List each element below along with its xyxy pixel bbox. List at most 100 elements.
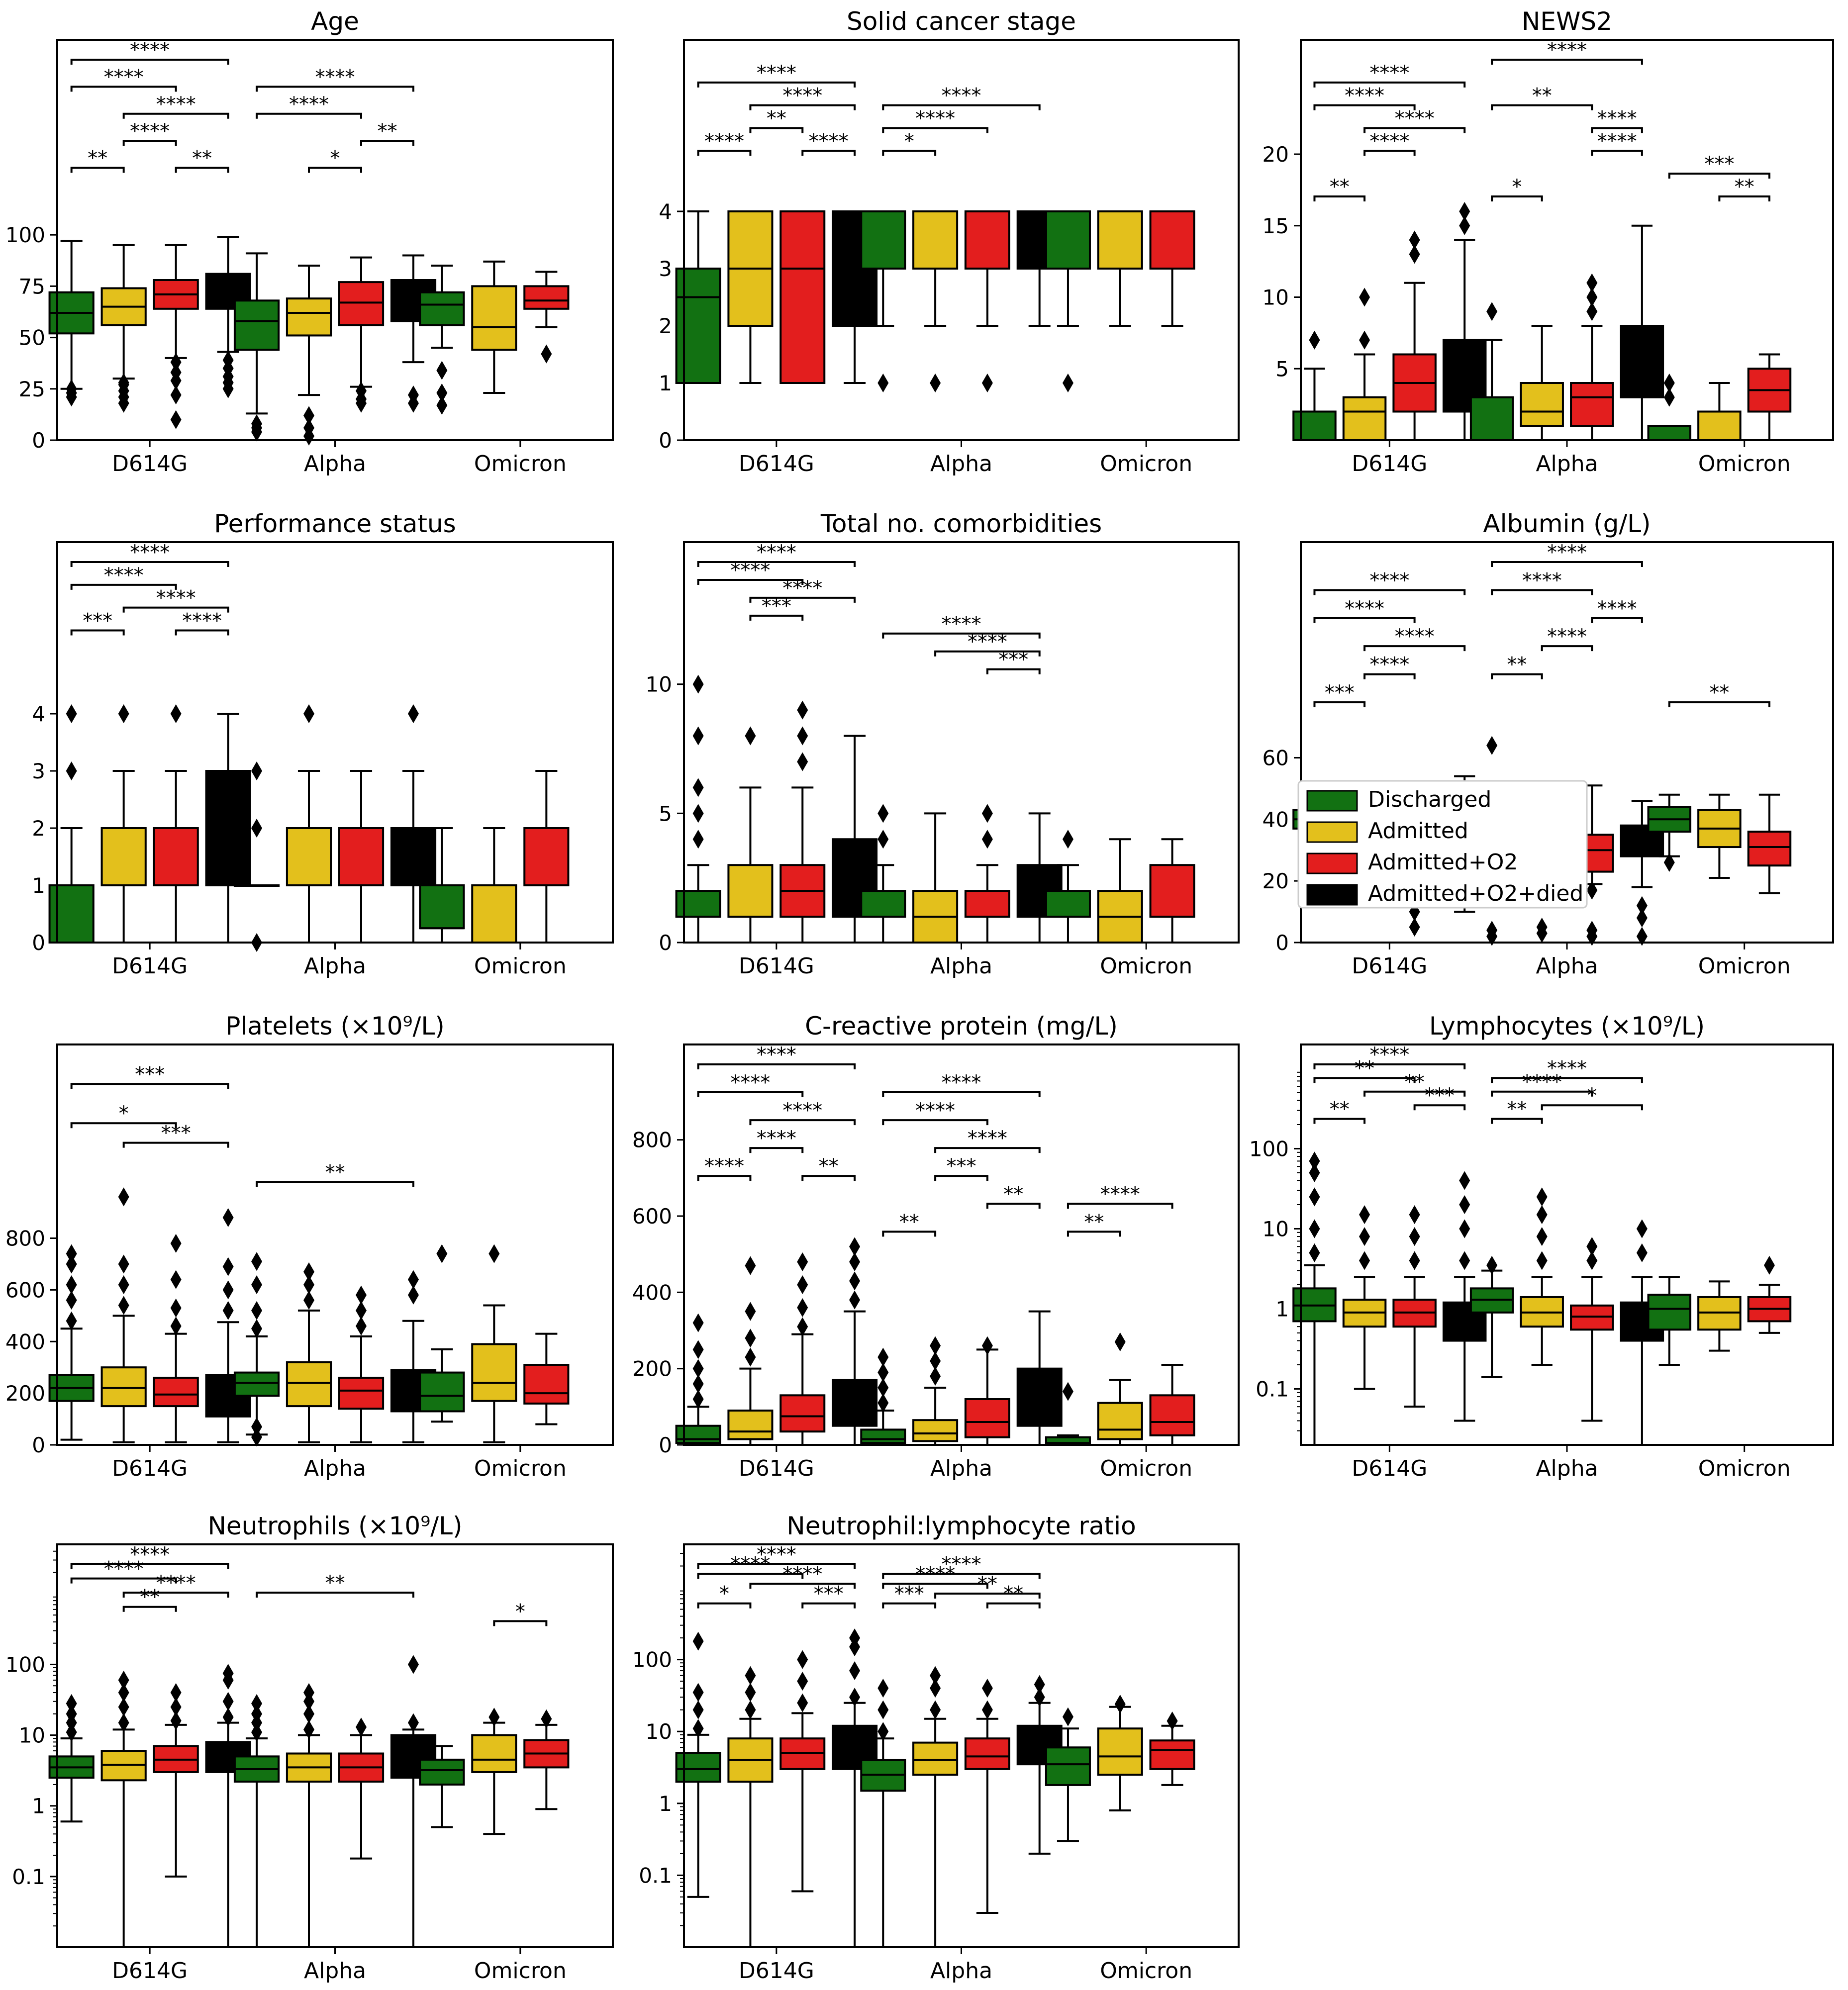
outlier-point (1763, 1255, 1775, 1275)
significance-bracket: **** (882, 1071, 1041, 1098)
significance-bracket: **** (882, 85, 1041, 110)
outlier-point (1536, 918, 1548, 937)
bracket-line (986, 1203, 1041, 1209)
outlier-point (222, 1257, 234, 1276)
significance-label: **** (1547, 541, 1587, 564)
significance-bracket: *** (986, 649, 1041, 674)
significance-bracket: **** (697, 62, 856, 88)
significance-label: **** (104, 1558, 144, 1581)
significance-label: **** (1345, 85, 1384, 107)
box (286, 297, 332, 337)
bracket-line (749, 1583, 856, 1589)
chart-title: Solid cancer stage (847, 7, 1076, 36)
box (523, 827, 570, 886)
significance-label: ** (1532, 85, 1552, 107)
box-group (48, 1694, 95, 1823)
y-tick-label: 600 (632, 1204, 672, 1229)
significance-bracket: ** (801, 1155, 856, 1181)
box (912, 210, 959, 270)
outlier-point (1309, 1219, 1320, 1238)
y-tick-label: 0.1 (12, 1865, 45, 1889)
bracket-line (256, 112, 362, 119)
box (286, 827, 332, 886)
outlier-point (251, 761, 263, 780)
significance-bracket: **** (749, 1563, 856, 1589)
box-group (1045, 830, 1091, 944)
bracket-line (801, 1175, 856, 1181)
significance-label: **** (915, 107, 955, 130)
x-tick-label: D614G (739, 953, 814, 979)
box (1045, 1746, 1091, 1786)
outlier-point (1359, 1227, 1370, 1246)
bracket-line (1491, 59, 1643, 65)
outlier-point (1636, 1219, 1648, 1238)
outlier-point (251, 1252, 263, 1271)
significance-label: **** (730, 559, 770, 582)
significance-label: *** (161, 1122, 191, 1145)
box-group (233, 1694, 280, 1948)
outlier-point (222, 1664, 234, 1683)
significance-label: **** (757, 1043, 796, 1066)
significance-label: *** (894, 1583, 924, 1606)
significance-bracket: * (882, 130, 937, 156)
outlier-point (1536, 1251, 1548, 1270)
outlier-point (877, 1363, 889, 1382)
outlier-point (692, 1340, 704, 1359)
outlier-point (251, 1319, 263, 1338)
outlier-point (930, 1351, 941, 1371)
y-tick-label: 800 (5, 1227, 45, 1251)
bracket-line (1363, 1090, 1466, 1097)
bracket-line (697, 1563, 856, 1569)
box-group (233, 761, 280, 952)
y-tick-label: 50 (19, 326, 45, 350)
significance-label: **** (730, 1071, 770, 1094)
chart-title: Lymphocytes (×10⁹/L) (1429, 1012, 1705, 1041)
bracket-line (1313, 617, 1416, 623)
box (1570, 382, 1614, 427)
y-tick-label: 0 (1275, 931, 1289, 955)
outlier-point (118, 1254, 129, 1274)
bracket-line (697, 1091, 804, 1098)
significance-bracket: *** (122, 1122, 229, 1148)
box-group (727, 1256, 774, 1446)
significance-bracket: **** (697, 559, 804, 585)
chart-panel: Lymphocytes (×10⁹/L) 0.1 1 10 100 D614G Alpha O… (1249, 1012, 1834, 1481)
plot-frame (1300, 1043, 1834, 1446)
outlier-point (797, 1672, 808, 1691)
outlier-point (407, 1713, 419, 1732)
box (727, 1410, 774, 1440)
significance-bracket: **** (697, 1071, 804, 1098)
x-tick-label: Omicron (1698, 953, 1791, 979)
significance-bracket: ** (1313, 1098, 1366, 1124)
box-group (153, 244, 199, 429)
significance-bracket: ** (175, 147, 229, 173)
bracket-line (749, 127, 804, 133)
bracket-line (697, 150, 752, 156)
significance-label: **** (156, 1572, 196, 1595)
y-tick-label: 1 (659, 1792, 672, 1816)
box-group (471, 1707, 517, 1835)
chart-title: Neutrophil:lymphocyte ratio (786, 1512, 1136, 1540)
box-group (912, 210, 959, 392)
outlier-point (692, 1390, 704, 1409)
bracket-line (256, 86, 414, 92)
outlier-point (797, 752, 808, 771)
chart-title: Platelets (×10⁹/L) (225, 1012, 445, 1041)
significance-label: *** (1704, 153, 1734, 176)
outlier-point (1409, 230, 1420, 250)
significance-bracket: **** (1591, 130, 1643, 156)
box-group (205, 713, 251, 944)
bracket-line (1718, 195, 1770, 201)
significance-bracket: **** (70, 564, 177, 590)
x-tick-label: Omicron (1100, 451, 1192, 476)
significance-label: ** (325, 1161, 345, 1184)
significance-bracket: **** (697, 1043, 856, 1069)
outlier-point (930, 374, 941, 392)
legend-frame (1297, 780, 1588, 909)
outlier-point (1536, 1187, 1548, 1207)
box-group (153, 1233, 199, 1443)
significance-bracket: **** (749, 577, 856, 603)
significance-bracket: **** (70, 39, 229, 65)
significance-bracket: *** (70, 1063, 229, 1089)
